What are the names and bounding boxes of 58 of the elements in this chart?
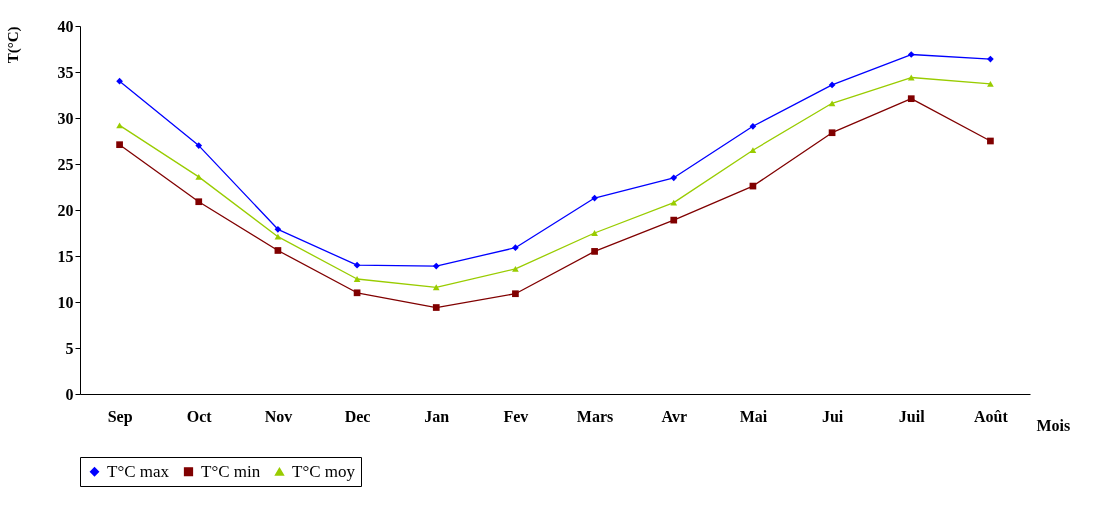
point xyxy=(907,95,915,103)
point xyxy=(432,284,440,291)
y-tick-label: 40 xyxy=(57,17,74,35)
point xyxy=(116,77,123,85)
y-tick-label: 0 xyxy=(65,385,74,403)
x-tick-label: Jan xyxy=(424,407,450,425)
point xyxy=(353,276,361,282)
y-tick-label: 15 xyxy=(57,247,74,265)
point xyxy=(591,230,598,236)
point xyxy=(432,304,440,311)
point xyxy=(749,122,757,130)
x-tick-label: Août xyxy=(974,407,1009,425)
x-tick-label: Sep xyxy=(107,407,133,426)
point xyxy=(195,142,203,149)
x-tick-label: Dec xyxy=(344,407,371,425)
point xyxy=(274,225,282,233)
y-tick-label: 25 xyxy=(57,155,74,173)
point xyxy=(987,81,994,87)
point xyxy=(512,290,519,298)
y-tick-label: 10 xyxy=(57,293,74,311)
point xyxy=(828,129,836,137)
point xyxy=(907,51,915,58)
point xyxy=(828,100,836,107)
legend-label: T°C max xyxy=(107,461,170,481)
x-tick-label: Mars xyxy=(576,407,614,425)
x-tick-label: Juil xyxy=(898,407,926,425)
y-tick-label: 30 xyxy=(57,109,74,127)
point xyxy=(670,199,678,206)
point xyxy=(353,289,361,297)
point xyxy=(274,247,282,254)
point xyxy=(116,141,123,149)
point xyxy=(353,261,361,269)
x-tick-label: Fev xyxy=(503,407,529,425)
x-tick-label: Mai xyxy=(739,407,768,425)
x-axis-title: Mois xyxy=(1036,416,1071,434)
point xyxy=(670,174,678,182)
point xyxy=(987,55,994,63)
y-tick-label: 5 xyxy=(65,339,74,357)
point xyxy=(749,147,757,154)
legend-label: T°C moy xyxy=(292,461,356,481)
y-tick-label: 20 xyxy=(57,201,74,219)
point xyxy=(987,137,994,145)
point xyxy=(195,198,203,206)
point xyxy=(591,248,598,255)
legend-label: T°C min xyxy=(201,461,261,481)
x-tick-label: Nov xyxy=(264,407,293,425)
x-tick-label: Jui xyxy=(821,407,844,425)
x-tick-label: Avr xyxy=(661,407,687,425)
y-axis-title: T(°C) xyxy=(4,26,22,64)
point xyxy=(828,81,836,89)
point xyxy=(432,262,440,270)
x-tick-label: Oct xyxy=(186,407,213,425)
point xyxy=(195,173,203,180)
point xyxy=(274,233,282,240)
point xyxy=(512,244,519,252)
point xyxy=(670,216,678,224)
point xyxy=(512,265,519,272)
y-tick-label: 35 xyxy=(57,63,74,81)
